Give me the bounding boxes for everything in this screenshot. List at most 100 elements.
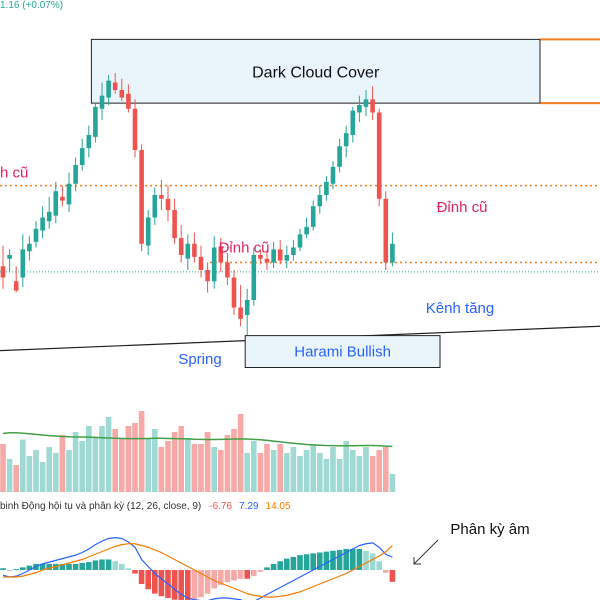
- candle-body: [211, 247, 217, 282]
- volume-bar: [270, 450, 277, 492]
- macd-hist-bar: [204, 570, 211, 594]
- volume-bar: [290, 447, 297, 492]
- macd-hist-bar: [191, 570, 198, 600]
- macd-hist-bar: [270, 563, 277, 570]
- candle-body: [390, 243, 395, 263]
- candle-body: [66, 183, 72, 205]
- volume-bars: [0, 411, 396, 492]
- candle-body: [244, 300, 250, 315]
- volume-bar: [185, 438, 191, 492]
- macd-histogram: [0, 549, 396, 600]
- volume-bar: [224, 435, 231, 492]
- divergence-arrow-head: [413, 557, 421, 565]
- volume-bar: [39, 462, 46, 492]
- macd-signal-value: 14.05: [266, 501, 291, 512]
- macd-hist-bar: [26, 565, 33, 570]
- candle-body: [185, 243, 191, 259]
- candle-body: [291, 247, 296, 255]
- volume-bar: [330, 447, 336, 492]
- volume-bar: [198, 444, 204, 492]
- volume-bar: [369, 456, 376, 492]
- volume-bar: [244, 453, 250, 492]
- macd-hist-bar: [158, 570, 165, 597]
- volume-bar: [264, 444, 270, 492]
- rising-channel-label: Kênh tăng: [426, 300, 494, 317]
- harami-bullish-zone[interactable]: [244, 335, 441, 368]
- macd-hist-bar: [59, 563, 66, 570]
- candle-body: [73, 165, 78, 184]
- volume-bar: [237, 414, 244, 492]
- volume-bar: [310, 444, 316, 492]
- candle-body: [284, 255, 290, 261]
- macd-hist-bar: [138, 570, 145, 584]
- macd-hist-bar: [350, 549, 356, 570]
- candle-body: [106, 80, 111, 98]
- candle-body: [60, 196, 65, 201]
- candle-body: [205, 270, 210, 282]
- candle-body: [383, 198, 389, 263]
- candle-body: [376, 112, 382, 199]
- volume-bar: [99, 426, 105, 492]
- signal-line: [3, 543, 393, 598]
- candle-body: [46, 211, 52, 222]
- dark-cloud-cover-zone[interactable]: [90, 38, 541, 104]
- macd-hist-bar: [343, 549, 349, 570]
- candle-body: [297, 234, 303, 248]
- macd-hist-value: -6.76: [209, 501, 232, 512]
- candle-body: [93, 106, 98, 137]
- bearish-divergence-label: Phân kỳ âm: [450, 521, 529, 538]
- candle-body: [330, 166, 336, 184]
- divergence-arrow-shaft: [413, 539, 439, 565]
- macd-indicator-title: binh Động hội tụ và phân kỳ (12, 26, clo…: [0, 501, 201, 512]
- candle-body: [0, 266, 6, 278]
- volume-bar: [297, 456, 303, 492]
- volume-bar: [218, 450, 224, 492]
- volume-bar: [343, 441, 349, 492]
- volume-bar: [158, 447, 165, 492]
- volume-bar: [323, 459, 330, 492]
- volume-bar: [59, 435, 66, 492]
- volume-bar: [211, 447, 217, 492]
- candle-body: [277, 249, 283, 261]
- volume-bar: [303, 450, 310, 492]
- dark-cloud-cover-label: Dark Cloud Cover: [252, 64, 380, 81]
- volume-bar: [66, 450, 72, 492]
- candle-body: [363, 99, 369, 107]
- volume-bar: [0, 444, 6, 492]
- macd-hist-bar: [251, 570, 257, 577]
- macd-hist-bar: [389, 570, 396, 582]
- volume-bar: [277, 444, 283, 492]
- candle-body: [7, 255, 12, 259]
- price-change-header: 1.16 (+0.07%): [0, 0, 63, 11]
- macd-hist-bar: [185, 570, 191, 600]
- volume-pane: [0, 411, 396, 492]
- candle-body: [337, 146, 342, 167]
- candle-body: [112, 82, 118, 90]
- candle-body: [251, 255, 257, 300]
- volume-bar: [132, 423, 138, 492]
- macd-hist-bar: [356, 549, 363, 570]
- candle-body: [264, 258, 270, 263]
- candle-body: [178, 238, 184, 255]
- macd-hist-bar: [119, 563, 125, 570]
- macd-hist-bar: [46, 563, 52, 570]
- volume-bar: [46, 447, 52, 492]
- volume-bar: [191, 444, 198, 492]
- macd-hist-bar: [0, 568, 6, 570]
- volume-bar: [138, 411, 145, 492]
- volume-bar: [350, 450, 356, 492]
- volume-bar: [6, 459, 13, 492]
- candle-body: [119, 90, 125, 98]
- candle-body: [225, 262, 230, 278]
- candle-body: [20, 249, 26, 278]
- volume-bar: [178, 426, 184, 492]
- macd-hist-bar: [257, 570, 264, 572]
- volume-bar: [152, 429, 158, 492]
- macd-hist-bar: [336, 549, 343, 570]
- macd-line: [2, 537, 393, 600]
- volume-bar: [336, 459, 343, 492]
- old-high-label-mid: Đỉnh cũ: [219, 240, 270, 257]
- volume-bar: [145, 438, 151, 492]
- macd-hist-bar: [66, 563, 72, 570]
